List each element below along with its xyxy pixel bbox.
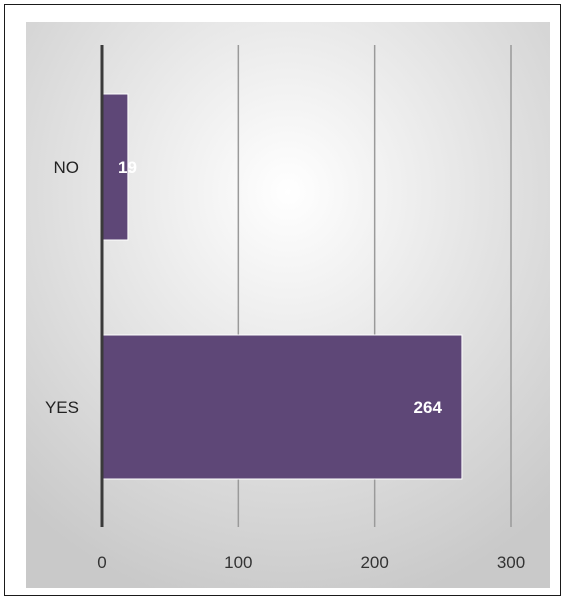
bar-yes xyxy=(101,334,463,480)
tick-labels: 0 100 200 300 xyxy=(97,553,525,572)
tick-label-200: 200 xyxy=(360,553,388,572)
data-label-yes: 264 xyxy=(414,398,443,417)
data-label-no: 19 xyxy=(118,158,137,177)
category-label-no: NO xyxy=(54,158,80,177)
tick-label-300: 300 xyxy=(497,553,525,572)
data-labels: 19 264 xyxy=(118,158,442,417)
bars xyxy=(101,93,463,480)
tick-label-100: 100 xyxy=(224,553,252,572)
category-labels: NO YES xyxy=(45,158,79,417)
category-label-yes: YES xyxy=(45,398,79,417)
tick-label-0: 0 xyxy=(97,553,106,572)
